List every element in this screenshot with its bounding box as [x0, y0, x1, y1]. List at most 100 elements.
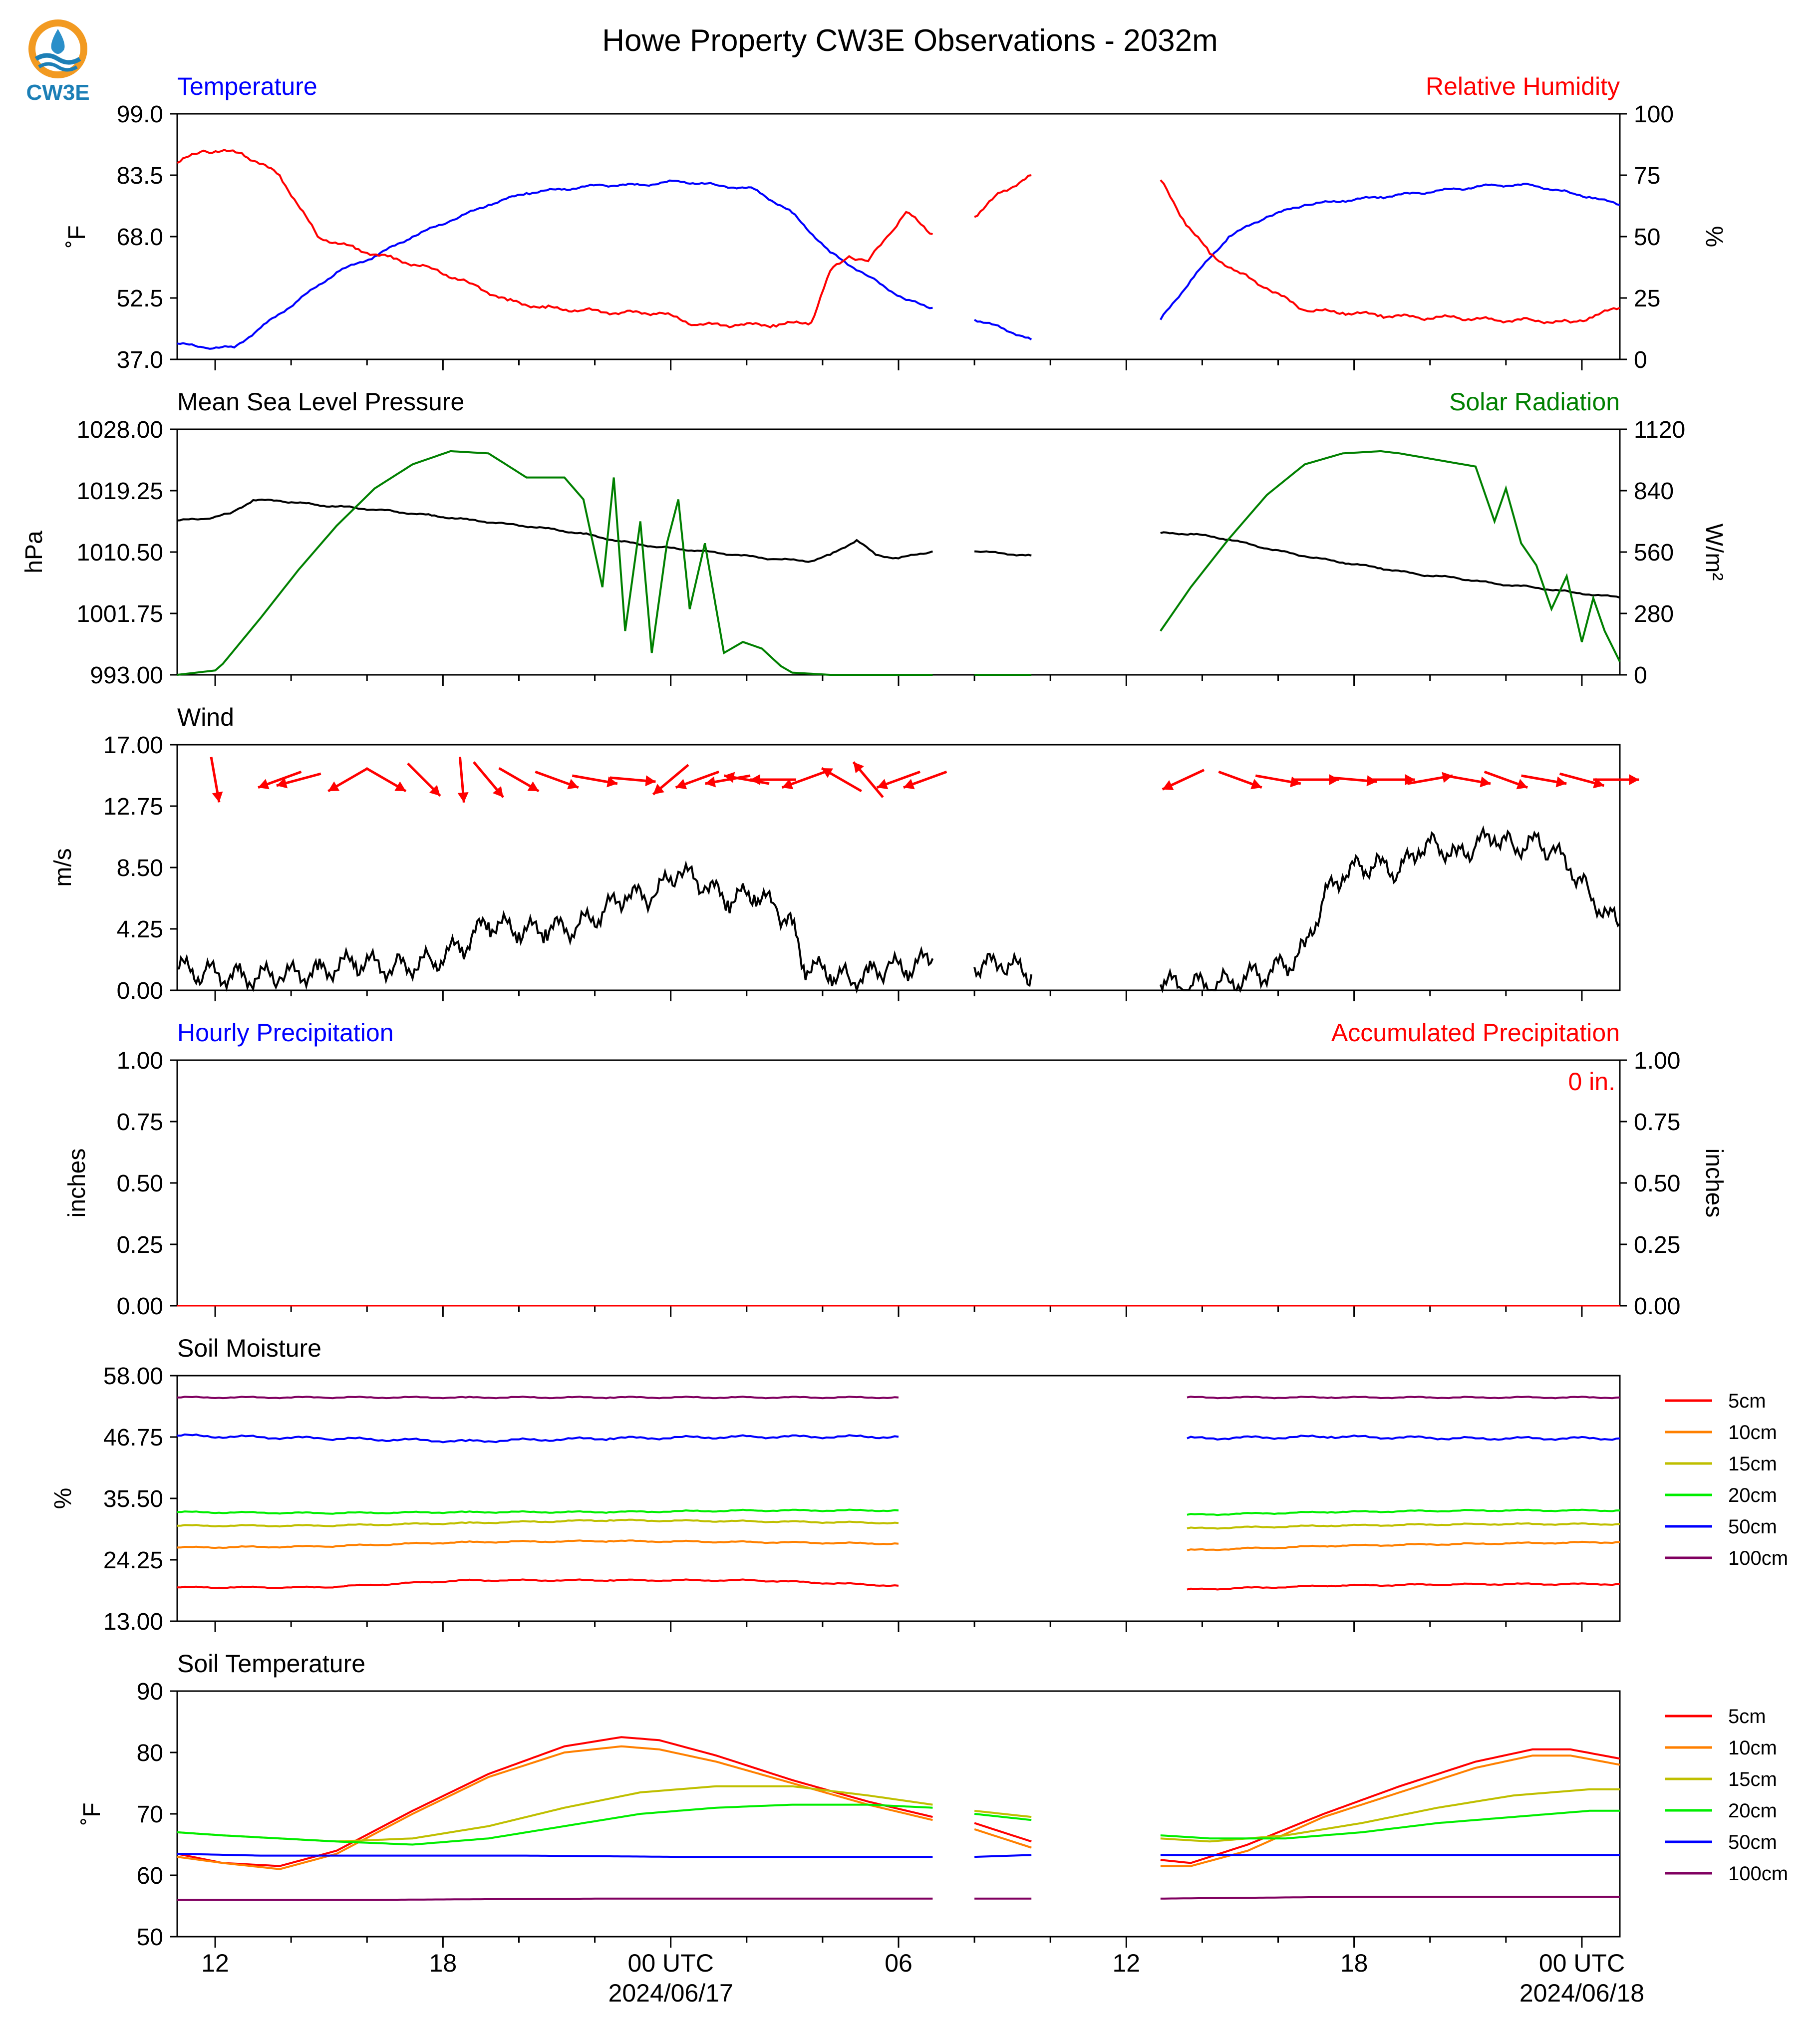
wind-arrow [258, 770, 302, 790]
panel-precipitation: Hourly Precipitation Accumulated Precipi… [64, 1019, 1727, 1320]
solar-ylabel: W/m² [1701, 524, 1727, 581]
precip-ylabel-left: inches [64, 1149, 90, 1218]
wind-arrow [473, 761, 505, 798]
pressure-series [177, 450, 1621, 676]
y-tick-label: 100 [1634, 101, 1674, 128]
wind-plot-area [176, 744, 1621, 991]
humidity-right-ticks: 100 75 50 25 0 [1620, 101, 1674, 373]
y-tick-label: 50 [137, 1924, 163, 1951]
soil-moisture-series [177, 1396, 1620, 1591]
hourly-precip-title: Hourly Precipitation [177, 1019, 394, 1047]
wind-arrow [498, 767, 540, 793]
accum-precip-total: 0 in. [1568, 1068, 1615, 1096]
wind-arrow [327, 767, 369, 793]
panel-pressure: Mean Sea Level Pressure Solar Radiation … [21, 388, 1727, 689]
soil-temperature-line-20cm [177, 1803, 1620, 1846]
panel-soil-temperature: Soil Temperature 90 80 70 60 50 ˚F 5cm 10cm 15… [79, 1650, 1788, 2007]
temperature-x-ticks [214, 359, 1583, 370]
pressure-left-ticks: 1028.00 1019.25 1010.50 1001.75 993.00 [76, 417, 177, 689]
y-tick-label: 0.25 [117, 1232, 163, 1258]
soil-moisture-line-15cm [177, 1518, 1620, 1530]
temperature-ylabel: ˚F [64, 225, 90, 248]
soil-moisture-line-5cm [177, 1578, 1620, 1591]
soil-moisture-title: Soil Moisture [177, 1334, 321, 1362]
wind-title: Wind [177, 703, 234, 731]
y-tick-label: 560 [1634, 540, 1674, 566]
wind-speed-line [177, 825, 1621, 994]
precip-left-ticks: 1.00 0.75 0.50 0.25 0.00 [117, 1048, 177, 1320]
soil-temperature-line-5cm [177, 1736, 1620, 1867]
y-tick-label: 1001.75 [76, 601, 163, 627]
y-tick-label: 80 [137, 1740, 163, 1766]
y-tick-label: 0 [1634, 662, 1647, 689]
temperature-plot-area [176, 113, 1621, 360]
soil-temperature-line-50cm [177, 1852, 1620, 1858]
y-tick-label: 70 [137, 1801, 163, 1828]
x-date-label: 2024/06/18 [1519, 1979, 1644, 2007]
x-tick-label: 06 [885, 1949, 912, 1977]
wind-arrow [876, 770, 921, 790]
soil-temperature-line-15cm [177, 1785, 1620, 1843]
wind-left-ticks: 17.00 12.75 8.50 4.25 0.00 [103, 732, 177, 1004]
y-tick-label: 46.75 [103, 1425, 163, 1451]
soil-temperature-legend: 5cm 10cm 15cm 20cm 50cm 100cm [1665, 1706, 1788, 1885]
wind-arrow [750, 774, 797, 785]
y-tick-label: 35.50 [103, 1486, 163, 1512]
pressure-plot-area [176, 428, 1621, 676]
x-tick-label: 00 UTC [628, 1949, 714, 1977]
wind-arrow [1407, 772, 1453, 785]
legend-label: 100cm [1728, 1863, 1788, 1885]
soil-moisture-line-50cm [177, 1433, 1620, 1444]
soil-moisture-line-10cm [177, 1539, 1620, 1551]
soil-temperature-x-ticks [214, 1937, 1583, 1948]
x-tick-label: 18 [429, 1949, 457, 1977]
precip-plot-area [176, 1059, 1621, 1307]
soil-temperature-line-100cm [177, 1896, 1620, 1901]
y-tick-label: 1120 [1634, 417, 1685, 443]
logo-text: CW3E [26, 80, 89, 105]
wind-arrow [705, 774, 751, 788]
wind-arrow [276, 772, 321, 789]
panel-wind: Wind 17.00 12.75 8.50 4.25 0.00 m/s [50, 703, 1639, 1004]
wind-arrow [1521, 774, 1567, 788]
y-tick-label: 50 [1634, 224, 1660, 251]
wind-arrow [1559, 772, 1605, 789]
cw3e-drop-icon [28, 19, 87, 78]
wind-arrow [535, 770, 579, 790]
y-tick-label: 1019.25 [76, 478, 163, 505]
soil-moisture-legend: 5cm 10cm 15cm 20cm 50cm 100cm [1665, 1390, 1788, 1569]
legend-label: 20cm [1728, 1484, 1777, 1506]
soil-temperature-left-ticks: 90 80 70 60 50 [137, 1679, 177, 1951]
y-tick-label: 280 [1634, 601, 1674, 627]
x-tick-label: 00 UTC [1539, 1949, 1625, 1977]
y-tick-label: 0.00 [1634, 1293, 1680, 1320]
y-tick-label: 4.25 [117, 916, 163, 943]
legend-label: 15cm [1728, 1453, 1777, 1475]
y-tick-label: 1.00 [117, 1048, 163, 1074]
y-tick-label: 17.00 [103, 732, 163, 759]
pressure-x-ticks [214, 675, 1583, 686]
legend-label: 10cm [1728, 1422, 1777, 1444]
solar-title: Solar Radiation [1449, 388, 1620, 416]
y-tick-label: 0.75 [117, 1109, 163, 1136]
legend-label: 50cm [1728, 1831, 1777, 1853]
soil-moisture-x-ticks [214, 1621, 1583, 1632]
wind-arrow [609, 775, 656, 787]
wind-arrow [1593, 774, 1639, 785]
panel-soil-moisture: Soil Moisture 58.0046.7535.5024.2513.00 … [50, 1334, 1788, 1635]
wind-arrow [781, 770, 826, 790]
wind-arrow [675, 770, 720, 790]
temperature-title: Temperature [177, 72, 317, 100]
temperature-series [177, 149, 1620, 350]
precip-x-ticks [214, 1306, 1583, 1317]
y-tick-label: 68.0 [117, 224, 163, 251]
soil-moisture-line-100cm [177, 1396, 1620, 1400]
accum-precip-title: Accumulated Precipitation [1331, 1019, 1620, 1047]
relative-humidity-line [177, 149, 1620, 328]
y-tick-label: 75 [1634, 163, 1660, 189]
precip-right-ticks: 1.00 0.75 0.50 0.25 0.00 [1620, 1048, 1680, 1320]
x-tick-label: 12 [201, 1949, 229, 1977]
y-tick-label: 37.0 [117, 347, 163, 373]
solar-right-ticks: 1120 840 560 280 0 [1620, 417, 1685, 689]
